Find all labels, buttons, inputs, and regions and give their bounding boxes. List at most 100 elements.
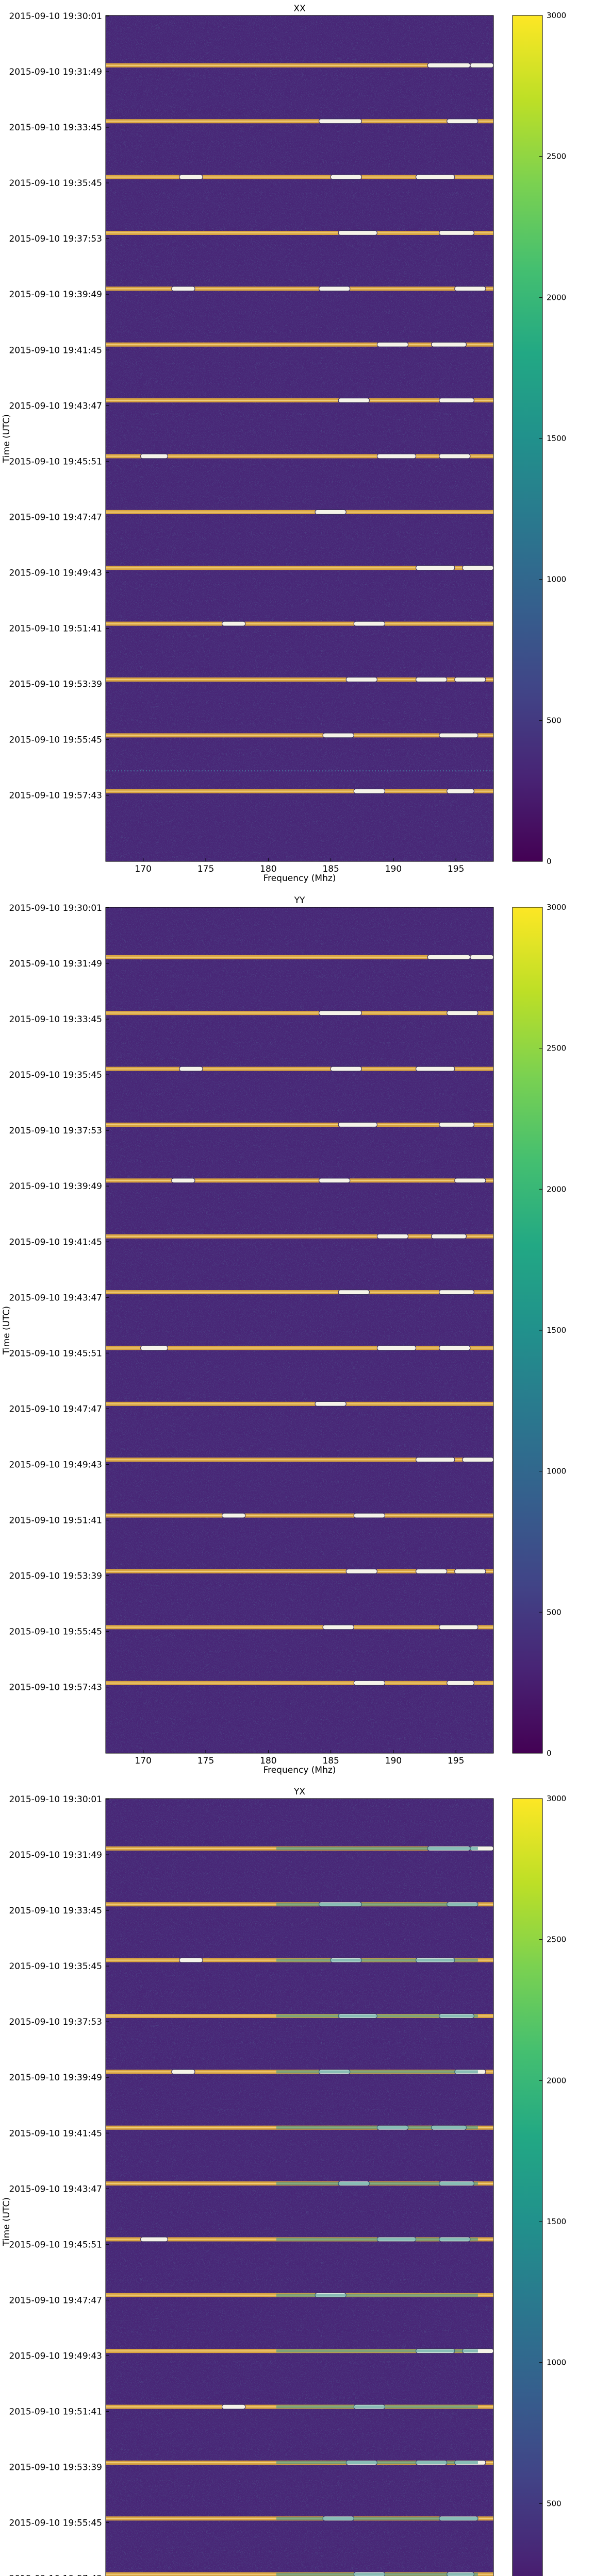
y-tick-label: 2015-09-10 19:30:01 [9,903,102,913]
rfi-segment [447,788,475,794]
rfi-segment [454,1178,486,1183]
rfi-segment [439,1345,471,1351]
flagged-row-fade [276,2461,478,2464]
rfi-segment [222,2404,246,2410]
rfi-segment [447,118,478,124]
x-tick-label: 170 [135,864,152,874]
rfi-segment [140,1345,168,1351]
rfi-segment [415,565,455,571]
colorbar-tick-label: 1500 [547,434,566,443]
flagged-row-fade [276,1958,478,1962]
heatmap-noise [106,907,493,1753]
y-tick-label: 2015-09-10 19:31:49 [9,67,102,77]
flagged-row-core [106,1292,493,1293]
rfi-segment [171,286,195,292]
x-tick-label: 180 [260,1756,276,1766]
x-tick-label: 175 [197,1756,214,1766]
flagged-row-fade [276,2126,478,2129]
colorbar-tick-label: 500 [547,2499,562,2508]
rfi-segment [447,1680,475,1686]
rfi-segment [171,1178,195,1183]
rfi-segment [447,1010,478,1016]
panel-title: YY [294,895,305,906]
flagged-row-fade [276,2293,478,2297]
y-tick-label: 2015-09-10 19:30:01 [9,1794,102,1805]
rfi-segment [415,1457,455,1463]
colorbar-tick-label: 2000 [547,1184,566,1194]
y-tick-label: 2015-09-10 19:49:43 [9,2351,102,2361]
flagged-row-core [106,455,493,457]
rfi-segment [345,1568,377,1574]
heatmap-noise [106,1799,493,2576]
flagged-row-core [106,1403,493,1404]
y-tick-label: 2015-09-10 19:39:49 [9,1181,102,1192]
colorbar-tick-label: 3000 [547,1794,566,1803]
colorbar-gradient [512,907,543,1754]
rfi-segment [431,1233,467,1239]
y-tick-label: 2015-09-10 19:43:47 [9,1293,102,1303]
rfi-segment [470,954,494,960]
y-tick-label: 2015-09-10 19:55:45 [9,735,102,745]
rfi-segment [439,398,474,403]
y-tick-label: 2015-09-10 19:51:41 [9,1515,102,1526]
rfi-segment [439,453,471,459]
rfi-segment [140,2236,168,2242]
colorbar-tick-label: 1000 [547,575,566,584]
rfi-segment [415,676,448,683]
colorbar-tick-label: 2500 [547,152,566,161]
y-tick-label: 2015-09-10 19:45:51 [9,456,102,467]
x-tick-label: 175 [197,864,214,874]
rfi-segment [171,2069,195,2075]
y-tick-label: 2015-09-10 19:37:53 [9,2017,102,2027]
rfi-segment [462,565,494,571]
y-tick-label: 2015-09-10 19:53:39 [9,2463,102,2473]
flagged-row-core [106,1180,493,1181]
rfi-segment [415,174,455,180]
rfi-segment [318,1178,351,1183]
x-axis-label: Frequency (Mhz) [263,1765,336,1775]
flagged-row-core [106,679,493,680]
rfi-segment [315,509,346,515]
x-tick-label: 185 [322,864,339,874]
colorbar-tick-label: 2500 [547,1935,566,1944]
y-tick-label: 2015-09-10 19:45:51 [9,1348,102,1359]
rfi-segment [338,230,378,236]
colorbar-tick-label: 2000 [547,293,566,302]
y-tick-label: 2015-09-10 19:35:45 [9,178,102,189]
flagged-row-core [106,344,493,345]
rfi-segment [427,954,471,960]
y-tick-label: 2015-09-10 19:47:47 [9,1404,102,1414]
colorbar-tick-label: 500 [547,1607,562,1617]
y-axis-label: Time (UTC) [2,2197,12,2246]
rfi-segment [322,733,354,738]
rfi-segment [353,621,386,626]
y-tick-label: 2015-09-10 19:35:45 [9,1961,102,1972]
flagged-row-fade [276,2014,478,2018]
colorbar-tick-label: 500 [547,716,562,725]
heatmap-noise [106,15,493,861]
y-tick-label: 2015-09-10 19:39:49 [9,2073,102,2083]
panel-yy: YY 2015-09-10 19:30:01 2015-09-10 19:31:49… [2,895,566,1775]
flagged-row-core [106,1515,493,1516]
x-tick-label: 180 [260,864,276,874]
colorbar-tick-label: 1500 [547,2217,566,2226]
rfi-segment [376,453,417,459]
rfi-segment [353,788,386,794]
x-tick-label: 195 [448,1756,464,1766]
colorbar-tick-label: 1500 [547,1326,566,1335]
y-tick-label: 2015-09-10 19:55:45 [9,2518,102,2529]
y-tick-label: 2015-09-10 19:31:49 [9,1850,102,1860]
rfi-segment [353,1680,386,1686]
rfi-segment [376,1345,417,1351]
colorbar-tick-label: 1000 [547,1467,566,1476]
y-tick-label: 2015-09-10 19:43:47 [9,401,102,411]
rfi-segment [322,1624,354,1630]
flagged-rows [106,62,494,794]
flagged-rows [106,1845,494,2576]
flagged-row-fade [276,2572,478,2576]
rfi-segment [318,286,351,292]
y-tick-label: 2015-09-10 19:55:45 [9,1627,102,1637]
